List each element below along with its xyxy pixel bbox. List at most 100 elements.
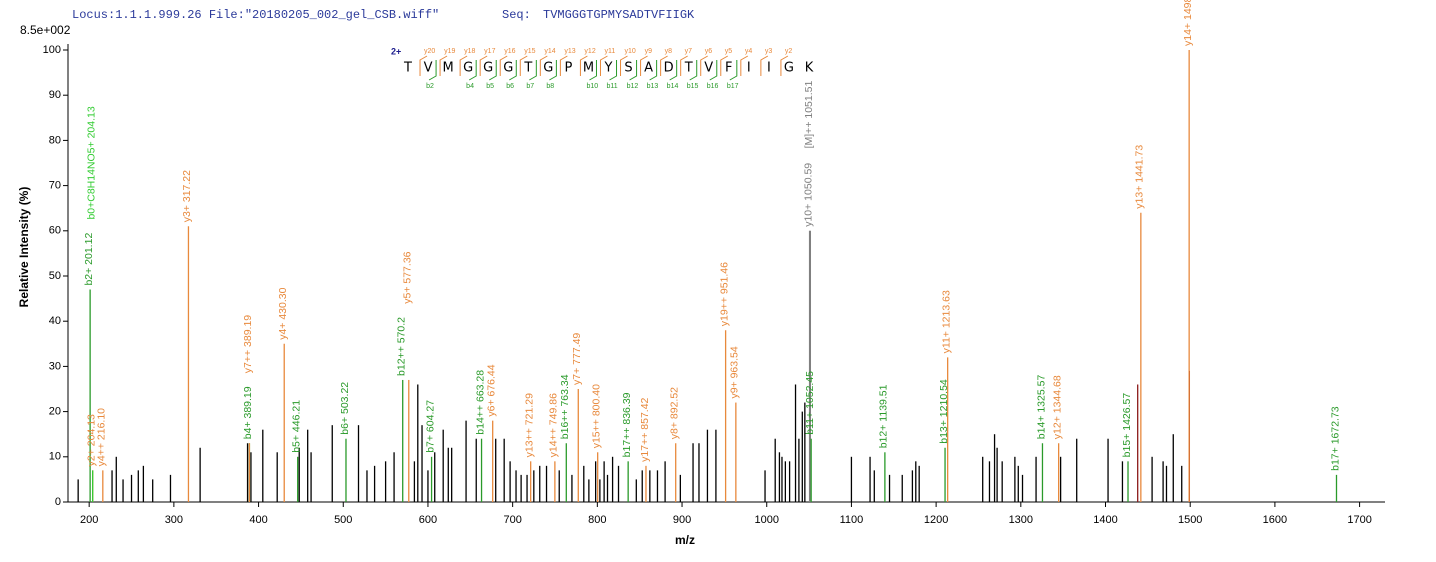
x-tick-label: 400 <box>249 514 267 526</box>
b-ion-label: b2 <box>426 83 434 90</box>
y-ion-label: y18 <box>464 48 475 55</box>
peak-label: y3+ 317.22 <box>181 170 193 222</box>
x-axis-title: m/z <box>675 533 695 547</box>
peak-label: y14++ 749.86 <box>548 393 560 457</box>
y-ion-label: y17 <box>484 48 495 55</box>
y-ion-label: y19 <box>444 48 455 55</box>
y-ion-label: y12 <box>584 48 595 55</box>
b-ion-label: b10 <box>586 83 598 90</box>
peak-label: b0+C8H14NO5+ 204.13 <box>85 106 97 219</box>
y-tick-label: 30 <box>49 360 61 372</box>
peak-label: y11+ 1213.63 <box>940 290 952 353</box>
y-tick-label: 60 <box>49 225 61 237</box>
b-ion-label: b8 <box>546 83 554 90</box>
residue: G <box>503 61 513 76</box>
x-tick-label: 1100 <box>840 514 864 526</box>
peak-label: b12++ 570.2 <box>395 317 407 376</box>
b-ion-bracket <box>589 60 597 81</box>
y-ion-label: y20 <box>424 48 435 55</box>
y-axis-title: Relative Intensity (%) <box>17 187 31 308</box>
peak-label: b17+ 1672.73 <box>1329 406 1341 471</box>
b-ion-bracket <box>468 60 477 81</box>
y-tick-label: 70 <box>49 180 61 192</box>
peak-label: y19++ 951.46 <box>718 262 730 326</box>
peak-label: b14++ 663.28 <box>474 370 486 435</box>
residue: M <box>583 61 594 76</box>
x-tick-label: 1400 <box>1093 514 1117 526</box>
y-ion-bracket <box>680 55 688 76</box>
y-ion-bracket <box>720 55 729 76</box>
peak-label: y7+ 777.49 <box>571 333 583 385</box>
b-ion-bracket <box>669 60 678 81</box>
y-ion-bracket <box>660 55 668 76</box>
x-tick-label: 800 <box>588 514 606 526</box>
y-ion-label: y14 <box>544 48 555 55</box>
x-tick-label: 1600 <box>1263 514 1287 526</box>
b-ion-label: b11 <box>607 83 618 90</box>
b-ion-bracket <box>488 60 497 81</box>
peak-label: b4+ 389.19 <box>242 386 254 439</box>
y-ion-bracket <box>740 55 749 76</box>
residue: V <box>424 61 433 76</box>
y-ion-bracket <box>419 55 428 76</box>
residue: A <box>644 61 653 76</box>
b-ion-label: b12 <box>627 83 639 90</box>
x-tick-label: 1000 <box>754 514 778 526</box>
b-ion-bracket <box>729 60 738 81</box>
peak-label: b2+ 201.12 <box>83 233 95 286</box>
header-locus: Locus:1.1.1.999.26 File:"20180205_002_ge… <box>72 8 439 22</box>
b-ion-label: b6 <box>506 83 514 90</box>
b-ion-bracket <box>609 60 618 81</box>
y-ion-bracket <box>700 55 708 76</box>
residue: D <box>664 61 674 76</box>
b-ion-label: b15 <box>687 83 699 90</box>
b-ion-bracket <box>509 60 517 81</box>
b-ion-label: b17 <box>727 83 739 90</box>
peak-label: b13+ 1210.54 <box>938 379 950 444</box>
peak-label: y9+ 963.54 <box>729 346 741 398</box>
y-ion-bracket <box>559 55 568 76</box>
y-tick-label: 100 <box>43 44 61 56</box>
peak-label: b5+ 446.21 <box>290 400 302 453</box>
peak-label: y17++ 857.42 <box>639 397 651 461</box>
x-tick-label: 500 <box>334 514 352 526</box>
b-ion-bracket <box>689 60 698 81</box>
y-tick-label: 0 <box>55 496 61 508</box>
y-ion-label: y16 <box>504 48 515 55</box>
residue: M <box>442 61 453 76</box>
residue: G <box>463 61 473 76</box>
residue: T <box>684 61 693 76</box>
peak-label: y13++ 721.29 <box>523 393 535 457</box>
peak-label: b6+ 503.22 <box>339 382 351 435</box>
b-ion-label: b14 <box>667 83 679 90</box>
y-ion-label: y6 <box>705 48 713 55</box>
b-ion-bracket <box>549 60 557 81</box>
residue: S <box>624 61 632 76</box>
y-ion-label: y4 <box>745 48 753 55</box>
header-seq-label: Seq: <box>502 8 531 22</box>
residue: T <box>403 61 412 76</box>
residue: I <box>747 61 751 76</box>
peak-label: b15+ 1426.57 <box>1121 393 1133 458</box>
y-ion-label: y10 <box>625 48 636 55</box>
x-tick-label: 1200 <box>924 514 948 526</box>
residue: G <box>543 61 553 76</box>
b-ion-bracket <box>629 60 638 81</box>
residue: V <box>704 61 713 76</box>
y-ion-label: y7 <box>685 48 693 55</box>
x-tick-label: 600 <box>419 514 437 526</box>
y-ion-label: y11 <box>604 48 615 55</box>
peak-label: b16++ 763.34 <box>559 374 571 439</box>
peak-label: y7++ 389.19 <box>242 315 254 374</box>
residue: F <box>725 61 732 76</box>
peak-label: y12+ 1344.68 <box>1051 375 1063 439</box>
y-ion-label: y15 <box>524 48 535 55</box>
y-ion-bracket <box>519 55 528 76</box>
header-sequence: TVMGGGTGPMYSADTVFIIGK <box>543 8 695 22</box>
y-ion-label: y5 <box>725 48 733 55</box>
b-ion-bracket <box>709 60 718 81</box>
y-ion-label: y2 <box>785 48 793 55</box>
y-ion-bracket <box>599 55 608 76</box>
y-tick-label: 80 <box>49 134 61 146</box>
